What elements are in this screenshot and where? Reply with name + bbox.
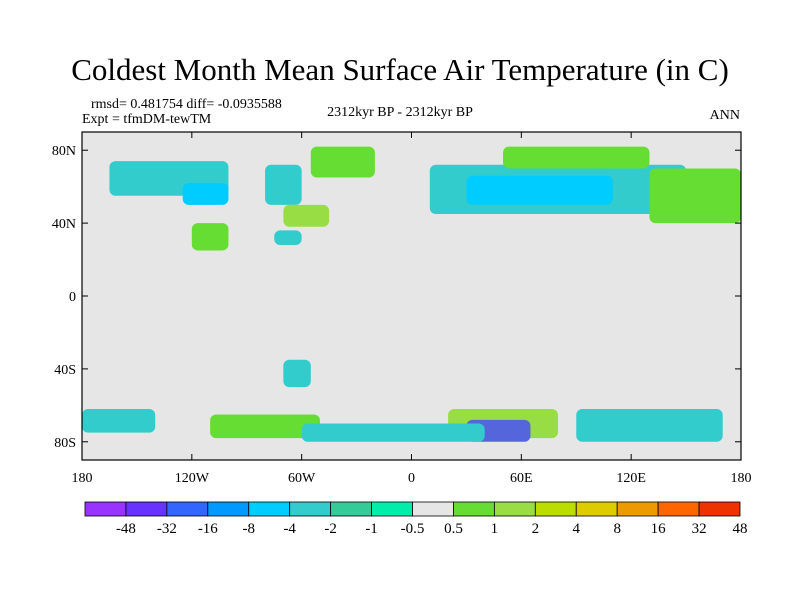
colorbar-label: 48 [733,521,748,537]
anomaly-region [283,204,330,227]
colorbar-box [412,501,454,517]
colorbar-label: -32 [157,521,177,537]
anomaly-region [301,423,485,442]
colorbar-box [371,501,413,517]
season-label: ANN [709,108,740,123]
x-tick-label: 180 [731,471,752,486]
x-tick-label: 120E [616,471,646,486]
colorbar-label: 1 [491,521,499,537]
colorbar-box [534,501,577,517]
y-tick-label: 40N [52,217,76,232]
colorbar-box [166,501,209,517]
y-tick-label: 40S [54,363,76,378]
colorbar-label: 32 [692,521,707,537]
anomaly-region [310,146,375,178]
period-label: 2312kyr BP - 2312kyr BP [327,105,473,120]
colorbar-box [330,501,372,517]
colorbar-label: -1 [365,521,378,537]
colorbar-box [453,501,495,517]
anomaly-region [466,175,613,205]
colorbar-label: -48 [116,521,136,537]
anomaly-region [210,414,320,439]
colorbar-label: 2 [532,521,540,537]
anomaly-region [182,183,229,205]
map-plot: 180 120W 60W 0 60E 120E 180 80N 40N 0 40S 80S [52,131,752,486]
x-tick-label: 180 [72,471,93,486]
colorbar-label: -8 [243,521,256,537]
x-tick-label: 60E [510,471,533,486]
colorbar-label: 16 [651,521,667,537]
colorbar-box [84,501,127,517]
colorbar-label: -0.5 [401,521,425,537]
colorbar-label: -2 [324,521,337,537]
anomaly-region [274,230,302,245]
anomaly-region [191,223,229,251]
y-tick-label: 80N [52,144,76,159]
colorbar-box [207,501,250,517]
colorbar-box [657,501,700,517]
colorbar-box [575,501,618,517]
colorbar-box [616,501,659,517]
colorbar-box [698,501,741,517]
x-tick-label: 0 [408,471,415,486]
colorbar: -48 -32 -16 -8 -4 -2 -1 -0.5 0.5 1 2 4 8 16 32 48 [84,501,748,537]
y-tick-label: 0 [69,290,76,305]
colorbar-box [493,501,536,517]
colorbar-label: 0.5 [444,521,463,537]
anomaly-region [82,408,156,433]
colorbar-box [125,501,168,517]
anomaly-region [576,408,723,442]
anomaly-region [283,359,311,388]
stats-text: rmsd= 0.481754 diff= -0.0935588 [91,97,282,112]
anomaly-region [503,146,650,169]
anomaly-region [649,168,741,224]
colorbar-label: -4 [283,521,296,537]
colorbar-box [248,501,291,517]
colorbar-label: 8 [613,521,621,537]
anomaly-region [265,164,302,205]
colorbar-box [289,501,332,517]
experiment-label: Expt = tfmDM-tewTM [82,112,212,127]
x-tick-label: 60W [288,471,316,486]
y-tick-label: 80S [54,436,76,451]
colorbar-label: -16 [198,521,218,537]
x-tick-label: 120W [175,471,210,486]
colorbar-label: 4 [573,521,581,537]
chart-title: Coldest Month Mean Surface Air Temperatu… [71,52,729,87]
